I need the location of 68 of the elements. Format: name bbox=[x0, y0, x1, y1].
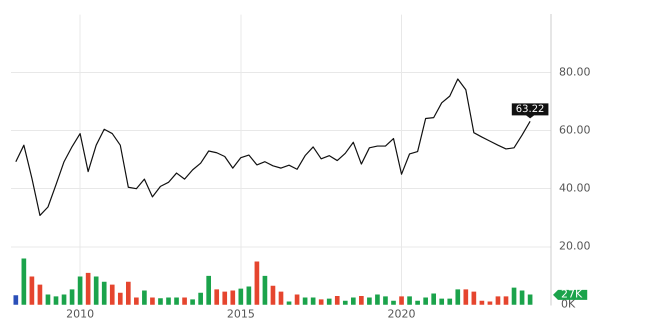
bar bbox=[375, 294, 380, 305]
bar bbox=[110, 284, 115, 305]
bar bbox=[22, 258, 26, 305]
bar bbox=[447, 298, 452, 305]
bar bbox=[270, 286, 276, 305]
y-tick-label: 20.00 bbox=[559, 240, 590, 253]
bar bbox=[158, 298, 163, 305]
bar bbox=[286, 302, 292, 305]
bar bbox=[54, 296, 58, 305]
bar bbox=[431, 293, 436, 305]
bar bbox=[391, 300, 396, 305]
bar bbox=[496, 296, 500, 305]
bar bbox=[383, 296, 388, 305]
x-tick-label: 2010 bbox=[66, 307, 94, 320]
bar bbox=[310, 297, 316, 305]
bar bbox=[367, 297, 372, 305]
bar bbox=[294, 294, 300, 305]
bar bbox=[463, 289, 468, 305]
bar bbox=[254, 261, 260, 305]
bar bbox=[118, 292, 123, 305]
bar bbox=[70, 289, 74, 305]
bar bbox=[13, 295, 18, 305]
bar bbox=[102, 282, 107, 305]
bar bbox=[166, 297, 171, 305]
bar bbox=[182, 297, 187, 305]
x-tick-label: 2020 bbox=[388, 307, 416, 320]
bar bbox=[86, 272, 90, 305]
bar bbox=[512, 288, 516, 305]
bar bbox=[62, 294, 66, 305]
bar bbox=[455, 289, 460, 305]
bar bbox=[78, 276, 82, 305]
bar bbox=[230, 290, 236, 305]
bar bbox=[528, 294, 532, 305]
y-tick-label: 40.00 bbox=[559, 182, 590, 195]
bar bbox=[334, 296, 340, 305]
bar bbox=[407, 296, 412, 305]
bar bbox=[326, 298, 332, 305]
bar bbox=[30, 276, 34, 305]
bar bbox=[238, 288, 244, 305]
bar bbox=[134, 297, 139, 305]
bar bbox=[150, 297, 155, 305]
bar bbox=[38, 284, 42, 305]
bar bbox=[488, 302, 492, 305]
bar bbox=[94, 276, 99, 305]
bar bbox=[504, 296, 508, 305]
bar bbox=[350, 297, 356, 305]
bar bbox=[399, 296, 404, 305]
x-tick-label: 2015 bbox=[226, 307, 255, 320]
bar bbox=[423, 297, 428, 305]
bar bbox=[359, 296, 364, 305]
bar bbox=[206, 276, 212, 305]
y-tick-label: 60.00 bbox=[559, 124, 590, 137]
bar bbox=[198, 292, 203, 305]
bar bbox=[142, 290, 147, 305]
bar bbox=[262, 276, 268, 305]
bar bbox=[520, 290, 524, 305]
bar bbox=[246, 286, 252, 305]
bar bbox=[472, 292, 476, 305]
data-label: 63.22 bbox=[516, 104, 544, 115]
bar bbox=[174, 297, 179, 305]
bar bbox=[222, 292, 228, 305]
bar bbox=[278, 292, 284, 305]
bar bbox=[302, 297, 308, 305]
y-tick-label: 80.00 bbox=[559, 66, 590, 78]
bar bbox=[439, 298, 444, 305]
bar bbox=[214, 289, 220, 305]
bar bbox=[46, 294, 50, 305]
bar bbox=[126, 282, 131, 305]
